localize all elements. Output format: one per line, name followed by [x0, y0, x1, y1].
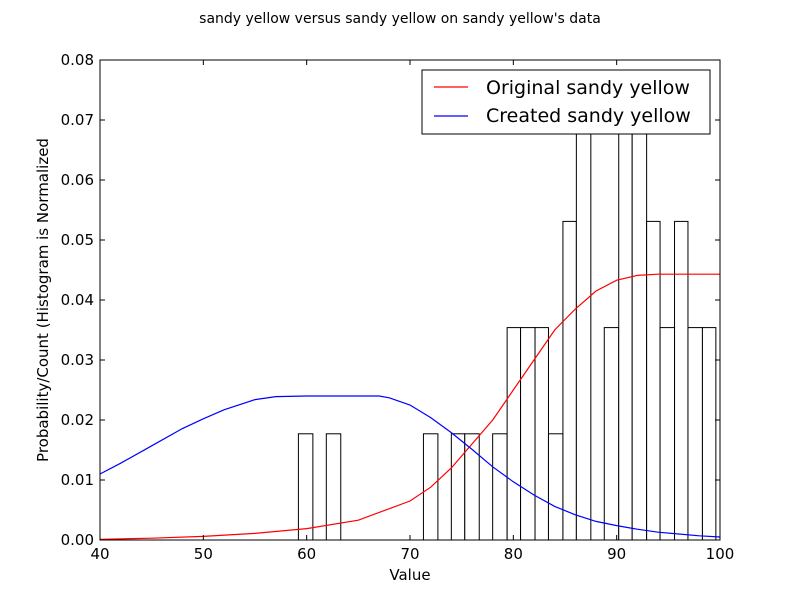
y-tick-label-2: 0.02 [61, 411, 94, 429]
y-tick-label-4: 0.04 [61, 291, 94, 309]
series-line-0 [99, 273, 720, 540]
y-axis-label: Probability/Count (Histogram is Normaliz… [34, 138, 52, 462]
y-tick-label-8: 0.08 [61, 51, 94, 69]
x-tick-label-4: 80 [504, 545, 523, 563]
x-axis-label: Value [389, 566, 430, 584]
histogram-bar-14 [631, 114, 648, 541]
x-tick-label-6: 100 [706, 545, 735, 563]
histogram-bar-12 [603, 327, 620, 541]
histogram-bar-13 [618, 114, 633, 541]
histogram-bar-15 [646, 220, 661, 541]
histogram-bar-0 [297, 433, 314, 541]
legend: Original sandy yellow Created sandy yell… [421, 69, 711, 135]
x-tick-label-2: 60 [297, 545, 316, 563]
x-tick-label-1: 50 [194, 545, 213, 563]
y-tick-label-0: 0.00 [61, 531, 94, 549]
histogram-bar-10 [562, 220, 577, 541]
histogram-bar-19 [701, 327, 717, 541]
y-tick-label-6: 0.06 [61, 171, 94, 189]
histogram-bar-9 [547, 433, 564, 541]
x-tick-label-3: 70 [400, 545, 419, 563]
histogram-layer [297, 114, 717, 541]
histogram-bar-17 [674, 220, 689, 541]
y-tick-label-5: 0.05 [61, 231, 94, 249]
histogram-bar-11 [575, 114, 592, 541]
legend-box [421, 69, 711, 135]
y-tick-label-3: 0.03 [61, 351, 94, 369]
legend-label-original: Original sandy yellow [486, 77, 690, 99]
chart-title: sandy yellow versus sandy yellow on sand… [199, 11, 601, 27]
histogram-bar-16 [659, 327, 676, 541]
histogram-bar-8 [534, 327, 549, 541]
histogram-bar-5 [492, 433, 508, 541]
x-tick-label-0: 40 [90, 545, 109, 563]
histogram-bar-7 [520, 327, 536, 541]
y-tick-label-7: 0.07 [61, 111, 94, 129]
axes-layer: 40 50 60 70 80 90 100 0.00 0.01 0.02 0.03 0.04 0.05 0… [61, 51, 735, 563]
series-line-1 [99, 395, 721, 538]
histogram-bar-3 [450, 433, 466, 541]
histogram-bar-6 [506, 327, 522, 541]
histogram-bar-18 [687, 327, 703, 541]
series-layer [99, 273, 721, 540]
x-tick-label-5: 90 [607, 545, 626, 563]
y-tick-label-1: 0.01 [61, 471, 94, 489]
legend-label-created: Created sandy yellow [486, 105, 691, 127]
